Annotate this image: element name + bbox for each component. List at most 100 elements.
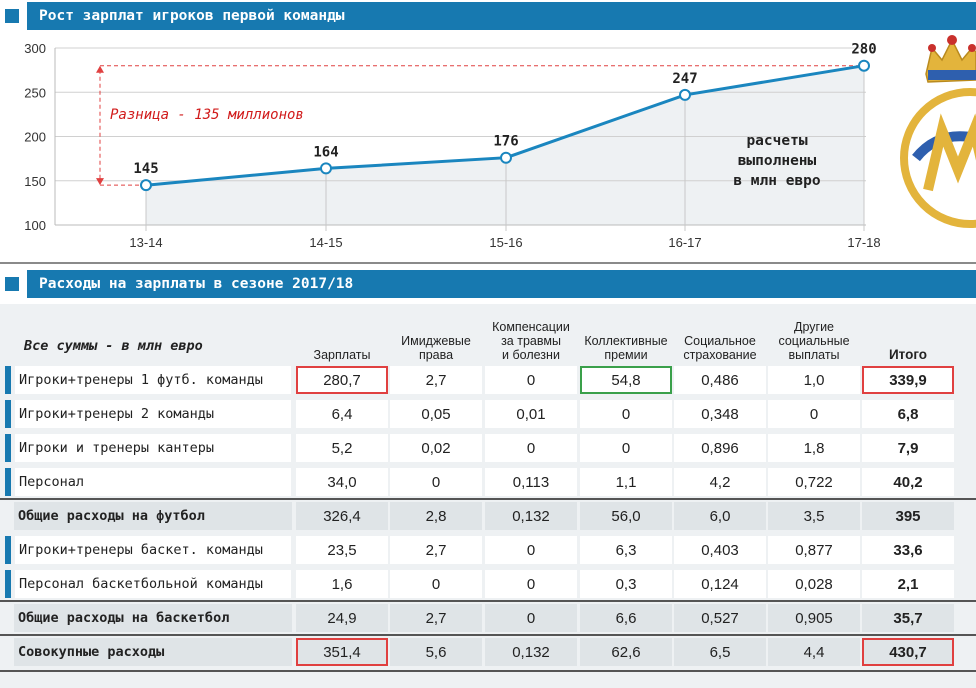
row-divider xyxy=(0,634,976,636)
table-cell: 0,905 xyxy=(768,604,860,632)
table-cell: 54,8 xyxy=(580,366,672,394)
table-cell: 326,4 xyxy=(296,502,388,530)
table-cell: 6,3 xyxy=(580,536,672,564)
column-header: Имиджевые права xyxy=(386,316,486,362)
table-cell: 430,7 xyxy=(862,638,954,666)
data-label: 280 xyxy=(851,42,876,58)
column-header: Компенсации за травмы и болезни xyxy=(481,316,581,362)
table-cell: 2,7 xyxy=(390,366,482,394)
units-note-line: в млн евро xyxy=(733,173,821,189)
table-row: Общие расходы на футбол 326,4 2,8 0,132 56,0… xyxy=(0,500,976,532)
table-cell: 0 xyxy=(390,468,482,496)
table-row: Общие расходы на баскетбол 24,9 2,7 0 6,6 0,5… xyxy=(0,602,976,634)
table-cell: 62,6 xyxy=(580,638,672,666)
table-cell: 6,0 xyxy=(674,502,766,530)
table-cell: 4,2 xyxy=(674,468,766,496)
data-point xyxy=(679,88,691,101)
row-divider xyxy=(0,498,976,500)
table-cell: 56,0 xyxy=(580,502,672,530)
table-cell: 0,132 xyxy=(485,502,577,530)
y-tick-label: 100 xyxy=(24,218,46,233)
table-cell: 0 xyxy=(485,536,577,564)
row-label: Персонал xyxy=(15,468,291,496)
table-cell: 0,403 xyxy=(674,536,766,564)
data-point xyxy=(500,151,512,164)
table-cell: 0 xyxy=(390,570,482,598)
table-row: Игроки+тренеры 2 команды 6,4 0,05 0,01 0 0,34… xyxy=(0,398,976,430)
row-label: Игроки и тренеры кантеры xyxy=(15,434,291,462)
table-cell: 0 xyxy=(485,366,577,394)
table-cell: 0,722 xyxy=(768,468,860,496)
x-tick-label: 14-15 xyxy=(309,235,342,250)
difference-arrow-down-icon xyxy=(96,178,104,186)
table-cell: 0 xyxy=(768,400,860,428)
y-tick-label: 200 xyxy=(24,130,46,145)
row-label: Общие расходы на футбол xyxy=(14,502,292,530)
row-divider xyxy=(0,600,976,602)
table-cell: 23,5 xyxy=(296,536,388,564)
x-tick-label: 17-18 xyxy=(847,235,880,250)
column-header: Зарплаты xyxy=(292,316,392,362)
table-row: Игроки и тренеры кантеры 5,2 0,02 0 0 0,896 1,… xyxy=(0,432,976,464)
column-header: Другие социальные выплаты xyxy=(764,316,864,362)
table-cell: 34,0 xyxy=(296,468,388,496)
table-cell: 6,8 xyxy=(862,400,954,428)
table-cell: 2,8 xyxy=(390,502,482,530)
table-cell: 280,7 xyxy=(296,366,388,394)
table-cell: 0,113 xyxy=(485,468,577,496)
table-cell: 5,6 xyxy=(390,638,482,666)
table-cell: 0,3 xyxy=(580,570,672,598)
row-marker xyxy=(5,400,11,428)
table-cell: 0,486 xyxy=(674,366,766,394)
table-cell: 0,05 xyxy=(390,400,482,428)
table-cell: 6,4 xyxy=(296,400,388,428)
header-square-icon xyxy=(5,277,19,291)
table-units-note: Все суммы - в млн евро xyxy=(24,338,203,354)
row-label: Игроки+тренеры 2 команды xyxy=(15,400,291,428)
column-header-line: социальные xyxy=(778,334,850,348)
column-header-line: Итого xyxy=(888,347,928,362)
table-cell: 351,4 xyxy=(296,638,388,666)
units-note-line: выполнены xyxy=(737,153,817,169)
x-tick-label: 13-14 xyxy=(129,235,162,250)
column-header-line: Социальное xyxy=(684,334,756,348)
data-point xyxy=(858,59,870,72)
column-header-line: Компенсации xyxy=(492,320,570,334)
row-label: Общие расходы на баскетбол xyxy=(14,604,292,632)
units-note-line: расчеты xyxy=(746,133,808,149)
units-note: расчеты выполнены в млн евро xyxy=(712,131,842,191)
table-cell: 6,5 xyxy=(674,638,766,666)
data-point xyxy=(140,179,152,192)
column-header-line: страхование xyxy=(683,348,757,362)
table-cell: 35,7 xyxy=(862,604,954,632)
table-cell: 4,4 xyxy=(768,638,860,666)
column-header-line: Имиджевые xyxy=(401,334,471,348)
data-label: 164 xyxy=(313,144,338,160)
column-header-line: за травмы xyxy=(501,334,561,348)
crown-icon xyxy=(925,35,976,83)
table-cell: 0 xyxy=(485,434,577,462)
difference-arrow-up-icon xyxy=(96,65,104,73)
table-cell: 0 xyxy=(485,604,577,632)
row-marker xyxy=(5,570,11,598)
data-label: 247 xyxy=(672,71,697,87)
table-cell: 1,1 xyxy=(580,468,672,496)
column-header-line: Зарплаты xyxy=(313,348,371,362)
table-cell: 0,124 xyxy=(674,570,766,598)
column-header-line: выплаты xyxy=(788,348,840,362)
table-cell: 3,5 xyxy=(768,502,860,530)
column-header-line: Коллективные xyxy=(584,334,668,348)
table-row: Игроки+тренеры баскет. команды 23,5 2,7 0 6,… xyxy=(0,534,976,566)
row-divider xyxy=(0,670,976,672)
row-label: Игроки+тренеры баскет. команды xyxy=(15,536,291,564)
chart-header: Рост зарплат игроков первой команды xyxy=(0,2,976,30)
table-cell: 2,7 xyxy=(390,604,482,632)
table-cell: 33,6 xyxy=(862,536,954,564)
data-point xyxy=(320,162,332,175)
table-title: Расходы на зарплаты в сезоне 2017/18 xyxy=(27,270,976,298)
table-cell: 1,8 xyxy=(768,434,860,462)
column-header: Итого xyxy=(858,316,958,362)
row-marker xyxy=(5,434,11,462)
row-marker xyxy=(5,468,11,496)
table-cell: 0 xyxy=(580,400,672,428)
